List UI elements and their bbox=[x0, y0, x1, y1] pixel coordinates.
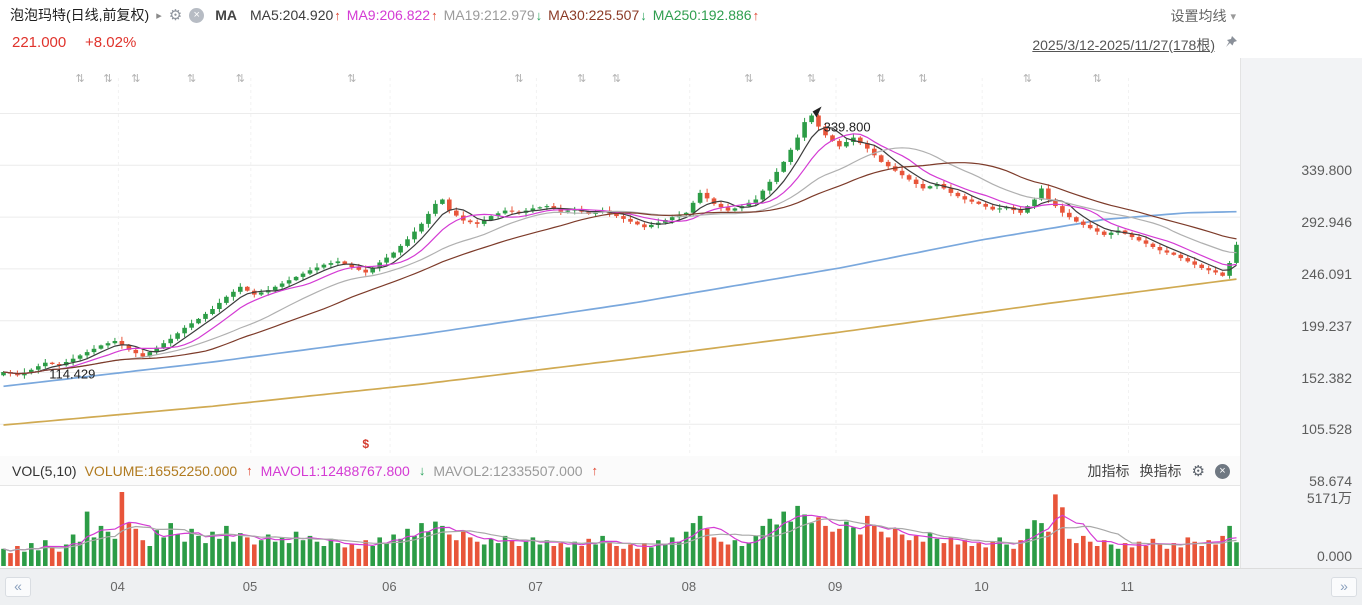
symbol-title[interactable]: 泡泡玛特(日线,前复权) bbox=[10, 7, 150, 23]
up-arrow-icon: ↑ bbox=[591, 463, 599, 478]
vol-indicator-label[interactable]: VOL(5,10) bbox=[12, 462, 77, 479]
svg-text:339.800: 339.800 bbox=[824, 120, 871, 135]
volume-axis-min-label: 0.000 bbox=[1316, 548, 1352, 564]
ma-readout: MA30:225.507 bbox=[548, 7, 640, 23]
close-indicator-icon[interactable]: × bbox=[1215, 463, 1230, 479]
svg-text:⇅: ⇅ bbox=[347, 73, 356, 85]
price-axis-label: 152.382 bbox=[1301, 369, 1352, 386]
svg-text:⇅: ⇅ bbox=[744, 73, 753, 85]
x-axis-label: 08 bbox=[681, 579, 697, 594]
volume-indicator-bar: VOL(5,10) VOLUME:16552250.000 ↑ MAVOL1:1… bbox=[0, 456, 1240, 486]
x-axis-label: 06 bbox=[382, 579, 397, 594]
volume-readout: VOLUME:16552250.000 bbox=[84, 462, 238, 479]
pin-icon[interactable] bbox=[1224, 35, 1238, 53]
scroll-right-button[interactable]: » bbox=[1331, 577, 1357, 597]
chart-toolbar: 泡泡玛特(日线,前复权) ▸ ⚙ × MA MA5:204.920↑ MA9:20… bbox=[0, 0, 1362, 30]
ma-readouts: MA5:204.920↑ MA9:206.822↑ MA19:212.979↓ MA3… bbox=[244, 7, 759, 23]
time-axis-strip: « 04 05 06 07 08 09 10 11 » bbox=[0, 568, 1362, 605]
price-axis-label: 199.237 bbox=[1301, 317, 1352, 334]
mavol1-readout: MAVOL1:12488767.800 bbox=[260, 462, 410, 479]
x-axis-label: 10 bbox=[974, 579, 989, 594]
ma-readout: MA9:206.822 bbox=[346, 7, 431, 23]
x-axis-label: 11 bbox=[1120, 579, 1135, 594]
down-arrow-icon: ↓ bbox=[418, 463, 426, 478]
svg-text:⇅: ⇅ bbox=[514, 73, 523, 85]
svg-text:⇅: ⇅ bbox=[236, 73, 245, 85]
quote-row: 221.000 +8.02% 2025/3/12-2025/11/27(178根… bbox=[0, 30, 1362, 58]
svg-text:⇅: ⇅ bbox=[1093, 73, 1102, 85]
last-price: 221.000 bbox=[12, 34, 67, 51]
svg-text:⇅: ⇅ bbox=[612, 73, 621, 85]
price-axis-label: 292.946 bbox=[1301, 214, 1352, 231]
volume-axis-max-label: 5171万 bbox=[1306, 490, 1352, 506]
ma-readout: MA19:212.979 bbox=[443, 7, 535, 23]
chevron-down-icon: ▾ bbox=[1230, 10, 1236, 23]
price-chart-canvas[interactable]: ⇅ ⇅ ⇅ ⇅ ⇅ ⇅ ⇅ ⇅ ⇅ ⇅ ⇅ ⇅ ⇅ ⇅ ⇅ $114.429 339.800 bbox=[0, 58, 1240, 456]
up-arrow-icon: ↑ bbox=[246, 463, 253, 478]
svg-text:⇅: ⇅ bbox=[75, 73, 84, 85]
axis-column: 339.800 292.946 246.091 199.237 152.382 … bbox=[1240, 58, 1362, 568]
gear-icon[interactable]: ⚙ bbox=[168, 7, 183, 24]
svg-text:⇅: ⇅ bbox=[187, 73, 196, 85]
price-axis-label: 58.674 bbox=[1309, 473, 1352, 490]
mavol2-readout: MAVOL2:12335507.000 bbox=[433, 462, 583, 479]
up-arrow-icon: ↑ bbox=[752, 8, 760, 23]
svg-text:$: $ bbox=[362, 437, 369, 451]
svg-text:⇅: ⇅ bbox=[1023, 73, 1032, 85]
svg-text:⇅: ⇅ bbox=[877, 73, 886, 85]
volume-chart-pane bbox=[0, 486, 1240, 569]
x-axis-label: 05 bbox=[242, 579, 258, 594]
price-axis-label: 246.091 bbox=[1301, 266, 1352, 283]
dropdown-triangle-icon[interactable]: ▸ bbox=[156, 9, 162, 22]
ma-settings-label: 设置均线 bbox=[1170, 8, 1227, 24]
indicator-actions: 加指标 换指标 ⚙ × bbox=[1088, 456, 1230, 486]
add-indicator-button[interactable]: 加指标 bbox=[1087, 463, 1130, 479]
svg-text:⇅: ⇅ bbox=[103, 73, 112, 85]
x-axis-label: 09 bbox=[827, 579, 843, 594]
up-arrow-icon: ↑ bbox=[431, 8, 438, 23]
svg-text:⇅: ⇅ bbox=[918, 73, 927, 85]
svg-text:114.429: 114.429 bbox=[49, 367, 95, 382]
scroll-left-button[interactable]: « bbox=[5, 577, 31, 597]
ma-readout: MA250:192.886 bbox=[652, 7, 752, 23]
x-axis-label: 04 bbox=[110, 579, 125, 594]
ma-readout: MA5:204.920 bbox=[249, 7, 334, 23]
volume-chart-canvas[interactable] bbox=[0, 486, 1240, 568]
switch-indicator-button[interactable]: 换指标 bbox=[1139, 463, 1182, 479]
down-arrow-icon: ↓ bbox=[535, 8, 543, 23]
svg-text:⇅: ⇅ bbox=[131, 73, 140, 85]
price-chart-pane: ⇅ ⇅ ⇅ ⇅ ⇅ ⇅ ⇅ ⇅ ⇅ ⇅ ⇅ ⇅ ⇅ ⇅ ⇅ $114.429 339.800 bbox=[0, 58, 1240, 457]
ma-settings-button[interactable]: 设置均线 ▾ bbox=[1170, 6, 1236, 26]
up-arrow-icon: ↑ bbox=[334, 8, 341, 23]
change-percent: +8.02% bbox=[85, 34, 137, 51]
x-axis-label: 07 bbox=[528, 579, 543, 594]
price-axis-label: 339.800 bbox=[1301, 162, 1352, 179]
svg-text:⇅: ⇅ bbox=[807, 73, 816, 85]
price-axis-label: 105.528 bbox=[1301, 421, 1352, 438]
date-range-link[interactable]: 2025/3/12-2025/11/27(178根) bbox=[1032, 37, 1215, 53]
close-icon[interactable]: × bbox=[189, 7, 205, 23]
down-arrow-icon: ↓ bbox=[640, 8, 647, 23]
svg-text:⇅: ⇅ bbox=[577, 73, 586, 85]
gear-icon[interactable]: ⚙ bbox=[1191, 463, 1205, 480]
ma-indicator-label: MA bbox=[215, 7, 237, 23]
